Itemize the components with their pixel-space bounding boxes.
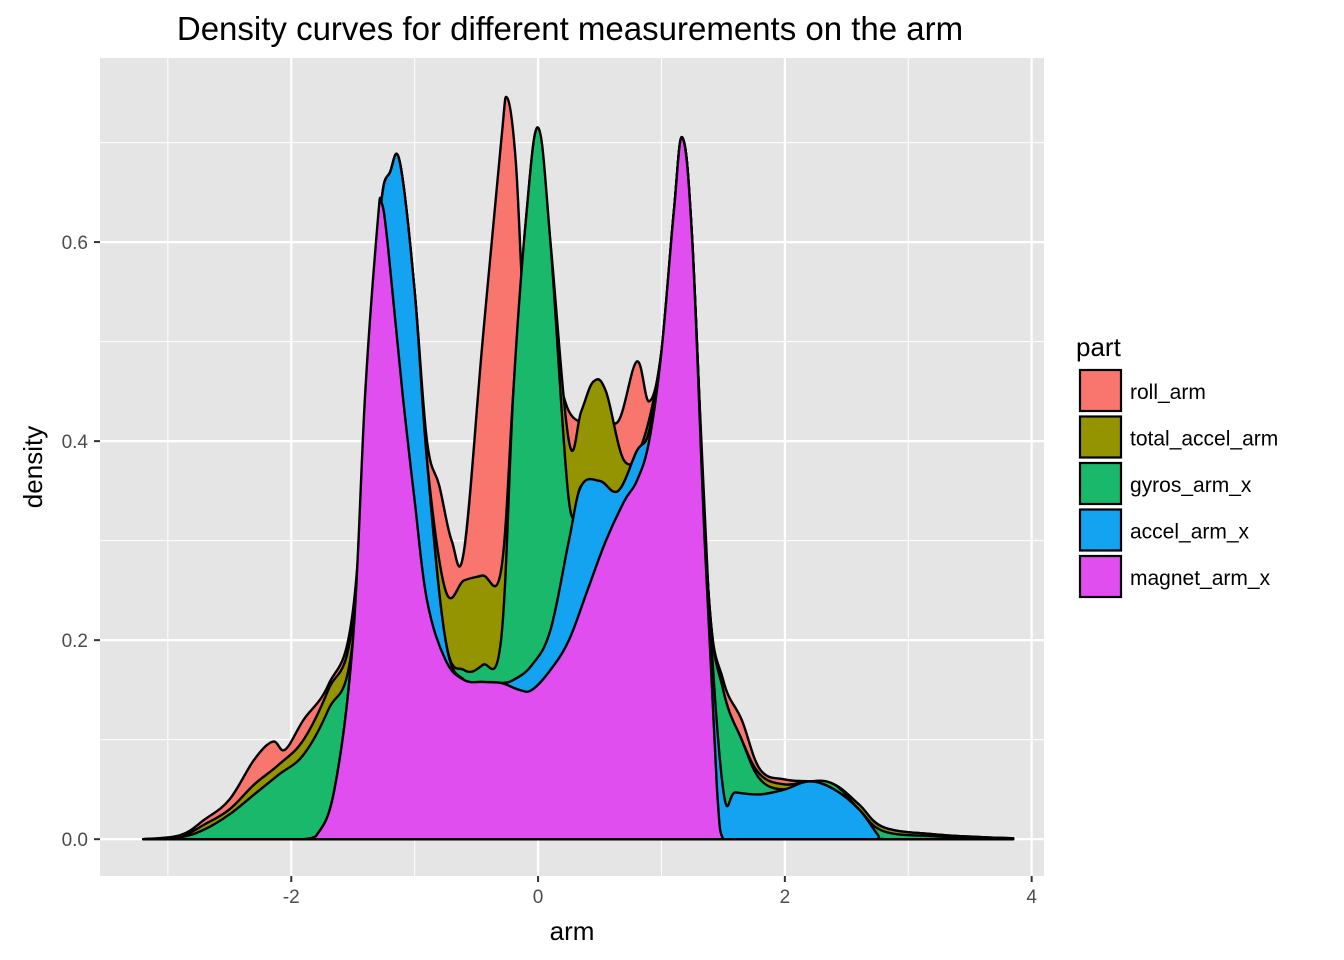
legend-title: part [1076,332,1122,362]
legend-swatch-total-accel-arm [1078,415,1123,459]
legend-label: accel_arm_x [1130,521,1250,544]
legend-swatch-magnet-arm-x [1078,554,1123,599]
y-tick-label: 0.0 [62,830,88,851]
density-areas [141,95,1015,841]
density-area-magnet-arm-x [141,136,1015,841]
y-axis-title: density [18,426,48,508]
legend-swatch-roll-arm [1078,368,1123,413]
axis-ticks: -2 0 2 4 0.0 0.2 0.4 0.6 [62,233,1038,908]
x-tick-label: 4 [1026,887,1037,908]
legend-label: magnet_arm_x [1130,567,1271,590]
x-axis-title: arm [550,916,595,946]
legend-swatch-gyros-arm-x [1078,461,1123,506]
x-tick-label: 0 [533,887,544,908]
y-tick-label: 0.2 [62,631,88,652]
legend-label: gyros_arm_x [1130,474,1252,497]
legend: part roll_arm total_accel_arm gyros_arm_xa… [1076,332,1278,599]
y-tick-label: 0.4 [62,432,89,453]
legend-swatch-accel-arm-x [1078,508,1123,552]
x-tick-label: 2 [780,887,791,908]
chart-title: Density curves for different measurement… [177,10,963,47]
y-tick-label: 0.6 [62,233,88,254]
legend-items: roll_arm total_accel_arm gyros_arm_x accel_… [1078,368,1278,599]
legend-label: total_accel_arm [1130,428,1278,451]
legend-label: roll_arm [1130,381,1206,404]
x-tick-label: -2 [283,887,300,908]
